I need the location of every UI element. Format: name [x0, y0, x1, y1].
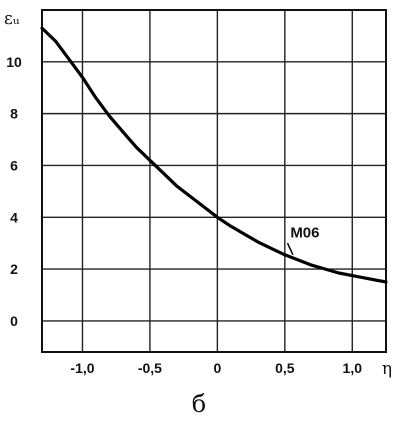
series-label-leader: [286, 242, 294, 256]
chart: 0 2 4 6 8 10 -1,0 -0,5 0 0,5 1,0 εᵤ η М06: [4, 9, 392, 379]
x-tick-label: -1,0: [70, 360, 94, 376]
x-axis-label: η: [382, 359, 392, 379]
x-tick-label: 0: [213, 360, 221, 376]
series-label: М06: [290, 225, 319, 242]
y-axis-label: εᵤ: [4, 9, 20, 29]
y-tick-label: 0: [10, 313, 18, 329]
series-line-0: [40, 26, 388, 284]
plot-frame: [41, 9, 387, 353]
series-layer: [40, 26, 388, 284]
y-tick-label: 2: [10, 261, 18, 277]
y-tick-labels: 0 2 4 6 8 10: [6, 54, 22, 329]
y-tick-label: 8: [10, 106, 18, 122]
figure-caption: б: [191, 390, 207, 418]
x-tick-label: 1,0: [343, 360, 363, 376]
x-tick-label: 0,5: [275, 360, 295, 376]
y-tick-label: 10: [6, 54, 22, 70]
x-tick-labels: -1,0 -0,5 0 0,5 1,0: [70, 360, 362, 376]
y-tick-label: 6: [10, 157, 18, 173]
x-tick-label: -0,5: [138, 360, 162, 376]
grid: [42, 10, 386, 352]
y-tick-label: 4: [10, 209, 18, 225]
